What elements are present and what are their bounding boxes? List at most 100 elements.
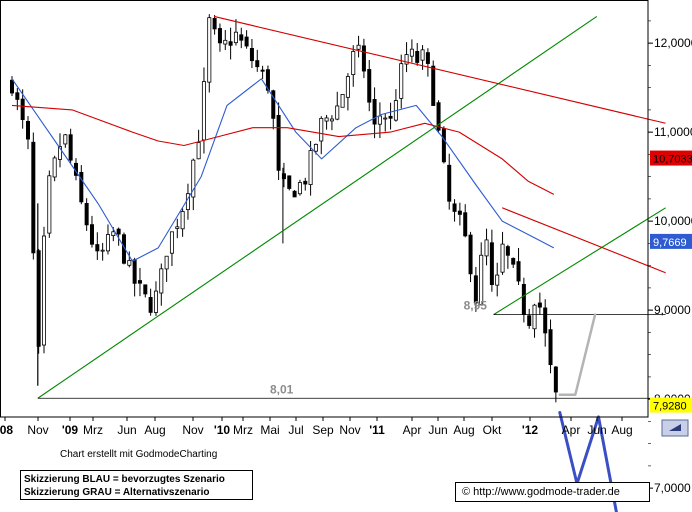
candle-body xyxy=(463,212,468,237)
scroll-button[interactable] xyxy=(661,419,689,437)
candle-body xyxy=(516,261,521,282)
candle-body xyxy=(47,175,52,234)
candle-body xyxy=(271,90,276,119)
candle-body xyxy=(265,69,270,91)
candle-body xyxy=(452,203,457,212)
candle-body xyxy=(20,98,25,120)
candle-body xyxy=(479,254,484,306)
x-tick-label: Aug xyxy=(453,423,474,437)
y-tick-label: 7,0000 xyxy=(654,481,691,495)
y-tick-label: 10,0000 xyxy=(654,214,692,228)
candle-body xyxy=(297,182,302,195)
candle-body xyxy=(84,203,89,226)
candle-body xyxy=(95,244,100,252)
candle-body xyxy=(255,60,260,68)
candle-body xyxy=(468,234,473,275)
candle-body xyxy=(543,307,548,334)
candle-body xyxy=(505,246,510,256)
candle-body xyxy=(495,274,500,286)
x-tick-label: Nov xyxy=(27,423,48,437)
plot-frame xyxy=(0,0,649,418)
candle-body xyxy=(324,117,329,122)
x-tick-label: Aug xyxy=(611,423,632,437)
candle-body xyxy=(441,128,446,163)
candle-body xyxy=(36,250,41,347)
trendline-2 xyxy=(213,15,666,124)
scenario-blue xyxy=(558,411,618,512)
hline-label-0: 8,95 xyxy=(464,299,488,313)
horizontal-support-lines: 8,95 8,01 xyxy=(37,299,666,399)
candle-body xyxy=(196,142,201,160)
x-tick-label: Apr xyxy=(562,423,581,437)
candle-body xyxy=(212,17,217,30)
candle-body xyxy=(260,69,265,72)
candle-body xyxy=(356,44,361,50)
x-tick-label: '12 xyxy=(522,423,539,437)
candle-body xyxy=(383,117,388,120)
candle-body xyxy=(68,134,73,161)
price-tag-bg xyxy=(650,397,692,413)
candle-body xyxy=(313,143,318,152)
candle-body xyxy=(553,366,558,393)
y-tick-label: 11,0000 xyxy=(654,125,692,139)
candle-body xyxy=(100,249,105,252)
candle-body xyxy=(127,260,132,266)
x-tick-label: Jun xyxy=(117,423,136,437)
candle-body xyxy=(511,258,516,265)
candle-body xyxy=(431,65,436,106)
candle-body xyxy=(329,118,334,122)
candle-body xyxy=(217,28,222,44)
candle-body xyxy=(132,259,137,284)
x-tick-label: '11 xyxy=(369,423,385,437)
candle-body xyxy=(164,255,169,270)
x-tick-label: Nov xyxy=(182,423,203,437)
y-tick-label: 9,0000 xyxy=(654,303,691,317)
candle-body xyxy=(9,79,14,94)
candle-body xyxy=(399,63,404,99)
trendline-0 xyxy=(37,15,598,399)
x-tick-label: Mrz xyxy=(83,423,103,437)
arrow-icon xyxy=(669,424,681,431)
price-candles xyxy=(9,14,558,403)
candle-body xyxy=(143,284,148,295)
x-tick-label: '08 xyxy=(0,423,13,437)
candle-body xyxy=(388,115,393,119)
candle-body xyxy=(351,51,356,76)
hline-label-1: 8,01 xyxy=(270,382,294,396)
x-tick-label: '10 xyxy=(214,423,231,437)
candle-body xyxy=(361,45,366,72)
candle-body xyxy=(201,81,206,141)
candle-body xyxy=(169,231,174,254)
x-tick-label: '09 xyxy=(62,423,79,437)
candle-body xyxy=(89,224,94,245)
candle-body xyxy=(367,69,372,103)
candle-body xyxy=(175,226,180,229)
trendline-3 xyxy=(501,207,666,274)
trendline-1 xyxy=(493,207,666,316)
moving-averages xyxy=(11,78,555,262)
candle-body xyxy=(79,171,84,203)
candle-body xyxy=(377,115,382,125)
price-tag-bg xyxy=(650,233,692,249)
candle-body xyxy=(41,235,46,346)
candle-body xyxy=(447,164,452,202)
axes: 12,000011,000010,00009,00008,00007,0000'… xyxy=(0,0,692,495)
candle-body xyxy=(57,146,62,160)
candle-body xyxy=(420,49,425,61)
x-tick-label: Jul xyxy=(288,423,303,437)
x-tick-label: Apr xyxy=(403,423,422,437)
candle-body xyxy=(180,211,185,230)
legend-grey-scenario: Skizzierung GRAU = Alternativszenario xyxy=(24,487,210,498)
x-tick-label: Jun xyxy=(428,423,447,437)
x-tick-label: Mrz xyxy=(233,423,253,437)
candle-body xyxy=(335,105,340,120)
candle-body xyxy=(340,94,345,108)
y-tick-label: 12,0000 xyxy=(654,36,692,50)
price-tag-label: 7,9280 xyxy=(653,401,687,413)
candle-body xyxy=(532,304,537,330)
candle-body xyxy=(52,157,57,178)
candle-body xyxy=(548,329,553,366)
source-url[interactable]: © http://www.godmode-trader.de xyxy=(455,482,650,502)
price-tag-label: 9,7669 xyxy=(653,237,687,249)
